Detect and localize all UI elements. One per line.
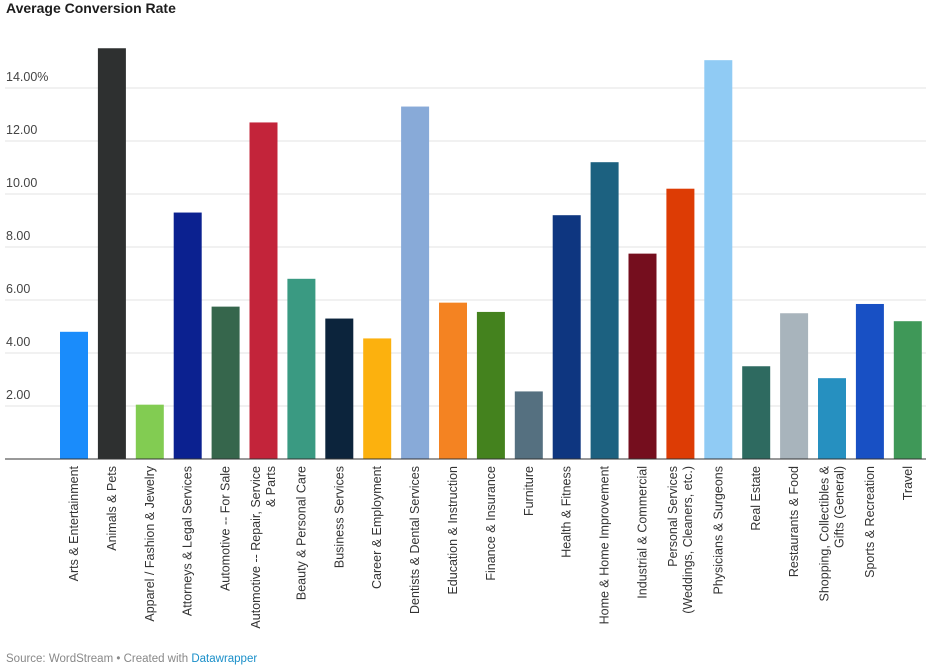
y-tick-label: 14.00% (6, 70, 48, 84)
y-tick-label: 10.00 (6, 176, 37, 190)
bar (287, 278, 316, 459)
bar (855, 303, 884, 459)
bar (818, 378, 846, 459)
x-tick-label: Automotive -- Repair, Service& Parts (249, 466, 278, 629)
x-tick-label: Home & Home Improvement (598, 465, 612, 624)
svg-text:Home & Home Improvement: Home & Home Improvement (598, 465, 612, 624)
x-tick-label: Arts & Entertainment (67, 465, 81, 581)
x-tick-label: Attorneys & Legal Services (181, 466, 195, 616)
y-tick-label: 2.00 (6, 388, 30, 402)
bar (628, 253, 657, 459)
bar (211, 306, 240, 459)
bar (363, 338, 392, 459)
x-tick-label: Industrial & Commercial (636, 466, 650, 599)
svg-text:Personal Services(Weddings, Cl: Personal Services(Weddings, Cleaners, et… (666, 466, 695, 614)
svg-text:Apparel / Fashion & Jewelry: Apparel / Fashion & Jewelry (143, 465, 157, 621)
bar (325, 318, 354, 459)
svg-text:Dentists & Dental Services: Dentists & Dental Services (408, 466, 422, 614)
x-tick-label: Animals & Pets (105, 466, 119, 551)
bar (666, 188, 695, 459)
bar (476, 311, 505, 459)
bar (401, 106, 430, 460)
svg-text:Shopping, Collectibles &Gifts: Shopping, Collectibles &Gifts (General) (818, 465, 847, 601)
x-tick-label: Real Estate (749, 466, 763, 531)
bar (742, 366, 771, 459)
svg-text:Industrial & Commercial: Industrial & Commercial (636, 466, 650, 599)
source-text: Source: WordStream • Created with (6, 653, 192, 665)
svg-text:Career & Employment: Career & Employment (370, 465, 384, 588)
x-tick-label: Career & Employment (370, 465, 384, 588)
y-axis-ticks: 2.00 4.00 6.00 8.00 10.00 12.00 14.00% (6, 70, 48, 402)
x-tick-label: Finance & Insurance (484, 466, 498, 581)
x-tick-label: Dentists & Dental Services (408, 466, 422, 614)
bars (60, 48, 922, 460)
x-tick-label: Apparel / Fashion & Jewelry (143, 465, 157, 621)
svg-text:Sports & Recreation: Sports & Recreation (863, 466, 877, 578)
x-tick-label: Personal Services(Weddings, Cleaners, et… (666, 466, 695, 614)
svg-text:Restaurants & Food: Restaurants & Food (787, 466, 801, 577)
chart-footer: Source: WordStream • Created with Datawr… (6, 653, 257, 665)
x-tick-label: Health & Fitness (560, 466, 574, 558)
chart-title: Average Conversion Rate (6, 0, 176, 16)
svg-text:Animals & Pets: Animals & Pets (105, 466, 119, 551)
bar (439, 302, 467, 459)
x-tick-label: Shopping, Collectibles &Gifts (General) (818, 465, 847, 601)
bar (552, 215, 581, 459)
x-tick-label: Restaurants & Food (787, 466, 801, 577)
x-tick-label: Business Services (332, 466, 346, 568)
bar (590, 162, 619, 459)
bar (97, 48, 126, 459)
bar (893, 321, 922, 459)
x-tick-label: Automotive -- For Sale (219, 466, 233, 591)
svg-text:Business Services: Business Services (332, 466, 346, 568)
x-axis-labels: Arts & Entertainment Animals & Pets Appare… (67, 465, 915, 628)
bar (173, 212, 202, 459)
x-tick-label: Furniture (522, 466, 536, 516)
bar (60, 331, 88, 459)
bar (249, 122, 278, 459)
bar (780, 313, 809, 459)
x-tick-label: Physicians & Surgeons (711, 466, 725, 595)
svg-text:Beauty & Personal Care: Beauty & Personal Care (294, 466, 308, 600)
y-tick-label: 4.00 (6, 335, 30, 349)
bar (135, 404, 164, 459)
y-tick-label: 12.00 (6, 123, 37, 137)
y-tick-label: 8.00 (6, 229, 30, 243)
svg-text:Health & Fitness: Health & Fitness (560, 466, 574, 558)
x-tick-label: Sports & Recreation (863, 466, 877, 578)
bar (514, 391, 543, 459)
bar (704, 60, 733, 460)
svg-text:Arts & Entertainment: Arts & Entertainment (67, 465, 81, 581)
svg-text:Automotive -- For Sale: Automotive -- For Sale (219, 466, 233, 591)
svg-text:Physicians & Surgeons: Physicians & Surgeons (711, 466, 725, 595)
x-tick-label: Beauty & Personal Care (294, 466, 308, 600)
svg-text:Attorneys & Legal Services: Attorneys & Legal Services (181, 466, 195, 616)
svg-text:Travel: Travel (901, 466, 915, 500)
svg-text:Real Estate: Real Estate (749, 466, 763, 531)
svg-text:Education & Instruction: Education & Instruction (446, 466, 460, 595)
y-tick-label: 6.00 (6, 282, 30, 296)
svg-text:Finance & Insurance: Finance & Insurance (484, 466, 498, 581)
svg-text:Automotive -- Repair, Service&: Automotive -- Repair, Service& Parts (249, 466, 278, 629)
datawrapper-link[interactable]: Datawrapper (191, 653, 258, 665)
x-tick-label: Travel (901, 466, 915, 500)
x-tick-label: Education & Instruction (446, 466, 460, 595)
svg-text:Furniture: Furniture (522, 466, 536, 516)
